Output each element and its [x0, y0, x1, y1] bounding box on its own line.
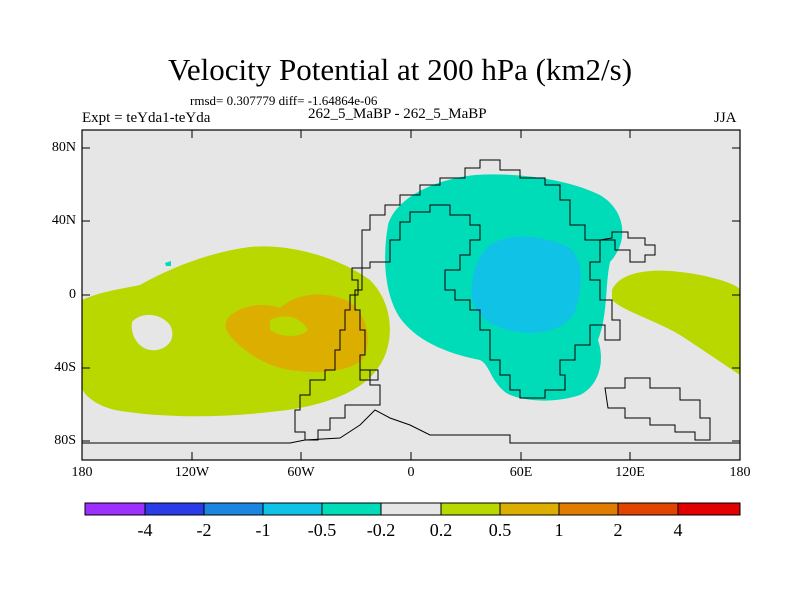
colorbar-label-1: -4: [137, 520, 153, 540]
coastline-africa-eurasia: [361, 159, 621, 399]
colorbar-box-1: [84, 502, 146, 516]
experiment-label: Expt = teYda1-teYda: [82, 110, 211, 126]
x-label-180e: 180: [729, 465, 751, 480]
y-label-80n: 80N: [51, 140, 76, 155]
coastline-east-asia: [599, 231, 656, 263]
x-label-180w: 180: [71, 465, 93, 480]
y-label-40s: 40S: [54, 360, 76, 375]
colorbar-box-9: [558, 502, 619, 516]
contour-negative-east-core: [471, 236, 581, 333]
colorbar-box-11: [677, 502, 741, 516]
colorbar-label-8: 1: [554, 520, 564, 540]
colorbar-box-5: [321, 502, 382, 516]
colorbar-label-7: 0.5: [488, 520, 512, 540]
season-label: JJA: [714, 110, 737, 126]
axis-ticks: [82, 130, 740, 460]
colorbar: [84, 502, 741, 516]
coastline-small-box: [359, 369, 379, 381]
colorbar-label-2: -2: [196, 520, 212, 540]
x-label-60w: 60W: [287, 465, 315, 480]
coastline-australia: [604, 377, 711, 441]
colorbar-label-3: -1: [255, 520, 271, 540]
plot-title: Velocity Potential at 200 hPa (km2/s): [167, 52, 633, 87]
colorbar-box-2: [144, 502, 205, 516]
y-label-40n: 40N: [51, 213, 76, 228]
coastline-antarctica: [82, 409, 740, 444]
contour-west-core-notch: [270, 316, 308, 336]
x-label-60e: 60E: [509, 465, 533, 480]
colorbar-box-10: [617, 502, 679, 516]
x-label-120e: 120E: [615, 465, 645, 480]
colorbar-label-5: -0.2: [366, 520, 396, 540]
colorbar-label-9: 2: [613, 520, 623, 540]
colorbar-label-10: 4: [673, 520, 683, 540]
x-label-120w: 120W: [174, 465, 210, 480]
colorbar-box-6: [380, 502, 442, 516]
contour-west-notch: [131, 314, 173, 351]
colorbar-box-8: [499, 502, 560, 516]
case-names: 262_5_MaBP - 262_5_MaBP: [308, 106, 487, 122]
colorbar-box-7: [440, 502, 501, 516]
x-label-0: 0: [407, 465, 415, 480]
rmsd-text: rmsd= 0.307779 diff= -1.64864e-06: [190, 93, 378, 108]
colorbar-box-4: [262, 502, 323, 516]
colorbar-label-4: -0.5: [307, 520, 337, 540]
y-label-0: 0: [69, 287, 76, 302]
contour-positive-far-east: [612, 270, 740, 375]
colorbar-box-3: [203, 502, 264, 516]
y-label-80s: 80S: [54, 433, 76, 448]
contour-small-patch: [165, 261, 171, 266]
colorbar-label-6: 0.2: [429, 520, 453, 540]
coastlines: [82, 159, 740, 444]
